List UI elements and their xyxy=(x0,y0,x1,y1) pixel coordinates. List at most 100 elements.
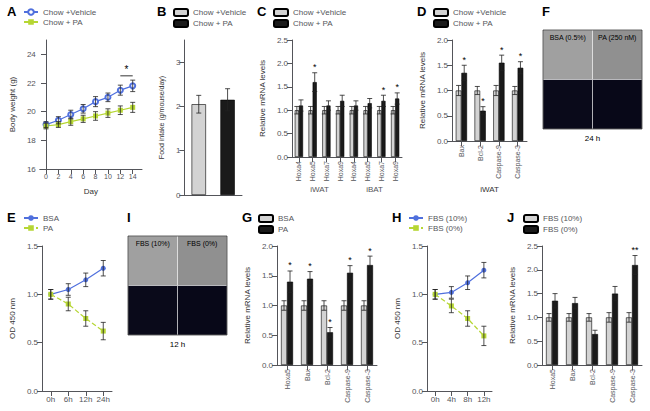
svg-text:*: * xyxy=(313,62,317,72)
svg-text:J: J xyxy=(507,210,514,225)
svg-text:B: B xyxy=(157,4,166,19)
svg-text:FBS (0%): FBS (0%) xyxy=(428,224,463,233)
svg-text:Hoxa9: Hoxa9 xyxy=(392,161,399,181)
svg-text:D: D xyxy=(417,4,426,19)
svg-text:4h: 4h xyxy=(447,395,456,404)
svg-text:Bcl-2: Bcl-2 xyxy=(324,369,331,385)
svg-text:12: 12 xyxy=(116,173,124,180)
svg-text:Hoxa5: Hoxa5 xyxy=(309,161,316,181)
svg-text:0.0: 0.0 xyxy=(277,153,289,162)
svg-text:0.0: 0.0 xyxy=(27,387,39,396)
svg-text:1.5: 1.5 xyxy=(27,242,39,251)
svg-text:20: 20 xyxy=(27,107,36,116)
svg-text:FBS (10%): FBS (10%) xyxy=(136,240,170,248)
svg-text:Chow +Vehicle: Chow +Vehicle xyxy=(293,8,347,17)
svg-text:Bcl-2: Bcl-2 xyxy=(589,369,596,385)
svg-text:1.5: 1.5 xyxy=(437,61,449,70)
svg-text:1.0: 1.0 xyxy=(277,106,289,115)
svg-text:Caspase-9: Caspase-9 xyxy=(344,369,352,403)
svg-text:0.5: 0.5 xyxy=(27,338,39,347)
svg-text:1.0: 1.0 xyxy=(527,313,539,322)
svg-text:Chow +Vehicle: Chow +Vehicle xyxy=(43,8,97,17)
svg-text:2: 2 xyxy=(176,102,181,111)
svg-text:2.0: 2.0 xyxy=(527,265,539,274)
svg-text:Hoxa4: Hoxa4 xyxy=(295,161,302,181)
svg-text:22: 22 xyxy=(27,79,36,88)
svg-text:0.5: 0.5 xyxy=(437,111,449,120)
svg-text:12h: 12h xyxy=(477,395,490,404)
svg-text:Caspase-3: Caspase-3 xyxy=(364,369,372,403)
svg-text:I: I xyxy=(127,210,131,225)
svg-text:0.0: 0.0 xyxy=(437,137,449,146)
svg-text:1.5: 1.5 xyxy=(262,271,274,280)
svg-text:Bax: Bax xyxy=(569,369,576,382)
svg-text:0h: 0h xyxy=(46,395,55,404)
svg-text:Bcl-2: Bcl-2 xyxy=(477,145,484,161)
svg-text:FBS (10%): FBS (10%) xyxy=(543,214,582,223)
svg-text:OD 450 nm: OD 450 nm xyxy=(393,298,402,339)
svg-text:Hoxa7: Hoxa7 xyxy=(378,161,385,181)
svg-text:Chow + PA: Chow + PA xyxy=(293,19,333,28)
svg-text:FBS (0%): FBS (0%) xyxy=(187,240,217,248)
svg-text:0.0: 0.0 xyxy=(412,387,424,396)
svg-text:Bax: Bax xyxy=(458,145,465,158)
svg-text:Chow + PA: Chow + PA xyxy=(453,19,493,28)
svg-text:1.0: 1.0 xyxy=(412,290,424,299)
svg-text:0.5: 0.5 xyxy=(262,331,274,340)
svg-text:Hoxa5: Hoxa5 xyxy=(549,369,556,389)
svg-text:0.5: 0.5 xyxy=(277,129,289,138)
svg-text:1: 1 xyxy=(176,146,181,155)
svg-text:12h: 12h xyxy=(79,395,92,404)
svg-text:0: 0 xyxy=(176,191,181,200)
svg-text:Relative mRNA levels: Relative mRNA levels xyxy=(508,267,517,344)
svg-text:A: A xyxy=(7,4,17,19)
svg-text:BSA: BSA xyxy=(43,214,60,223)
svg-text:*: * xyxy=(500,45,504,55)
svg-text:18: 18 xyxy=(27,136,36,145)
svg-text:3: 3 xyxy=(176,58,181,67)
svg-text:**: ** xyxy=(631,245,639,255)
svg-text:0.5: 0.5 xyxy=(412,338,424,347)
svg-text:*: * xyxy=(308,261,312,271)
svg-text:G: G xyxy=(242,210,252,225)
svg-text:E: E xyxy=(7,210,16,225)
svg-text:Relative mRNA levels: Relative mRNA levels xyxy=(418,52,427,129)
svg-text:1.0: 1.0 xyxy=(262,301,274,310)
svg-text:2: 2 xyxy=(56,173,60,180)
svg-text:0.0: 0.0 xyxy=(262,361,274,370)
svg-text:Bax: Bax xyxy=(304,369,311,382)
svg-text:8: 8 xyxy=(94,173,98,180)
svg-text:iWAT: iWAT xyxy=(310,185,329,194)
svg-text:2.0: 2.0 xyxy=(437,36,449,45)
svg-text:*: * xyxy=(328,317,332,327)
svg-text:Body weight (g): Body weight (g) xyxy=(8,76,17,132)
svg-text:PA (250 nM): PA (250 nM) xyxy=(598,34,636,42)
svg-text:H: H xyxy=(392,210,401,225)
svg-text:*: * xyxy=(125,64,129,75)
svg-text:Chow +Vehicle: Chow +Vehicle xyxy=(453,8,507,17)
svg-text:0: 0 xyxy=(44,173,48,180)
svg-text:Relative mRNA levels: Relative mRNA levels xyxy=(243,267,252,344)
svg-text:4: 4 xyxy=(69,173,73,180)
svg-text:*: * xyxy=(368,246,372,256)
svg-text:FBS (10%): FBS (10%) xyxy=(428,214,467,223)
svg-text:1.0: 1.0 xyxy=(437,86,449,95)
svg-text:2.5: 2.5 xyxy=(277,36,289,45)
svg-text:BSA: BSA xyxy=(278,214,295,223)
svg-text:PA: PA xyxy=(43,224,54,233)
svg-text:Hoxa9: Hoxa9 xyxy=(337,161,344,181)
svg-text:Chow + PA: Chow + PA xyxy=(193,19,233,28)
svg-text:10: 10 xyxy=(104,173,112,180)
svg-text:0.0: 0.0 xyxy=(527,361,539,370)
svg-text:1.5: 1.5 xyxy=(277,82,289,91)
svg-text:2.0: 2.0 xyxy=(277,59,289,68)
svg-text:24 h: 24 h xyxy=(585,134,601,143)
svg-text:Caspase-9: Caspase-9 xyxy=(609,369,617,403)
svg-text:*: * xyxy=(395,82,399,92)
svg-text:Day: Day xyxy=(84,187,98,196)
svg-text:Hoxa5: Hoxa5 xyxy=(284,369,291,389)
svg-text:FBS (0%): FBS (0%) xyxy=(543,225,578,234)
svg-text:Chow + PA: Chow + PA xyxy=(43,18,83,27)
svg-text:Caspase-3: Caspase-3 xyxy=(629,369,637,403)
svg-text:Hoxa7: Hoxa7 xyxy=(323,161,330,181)
